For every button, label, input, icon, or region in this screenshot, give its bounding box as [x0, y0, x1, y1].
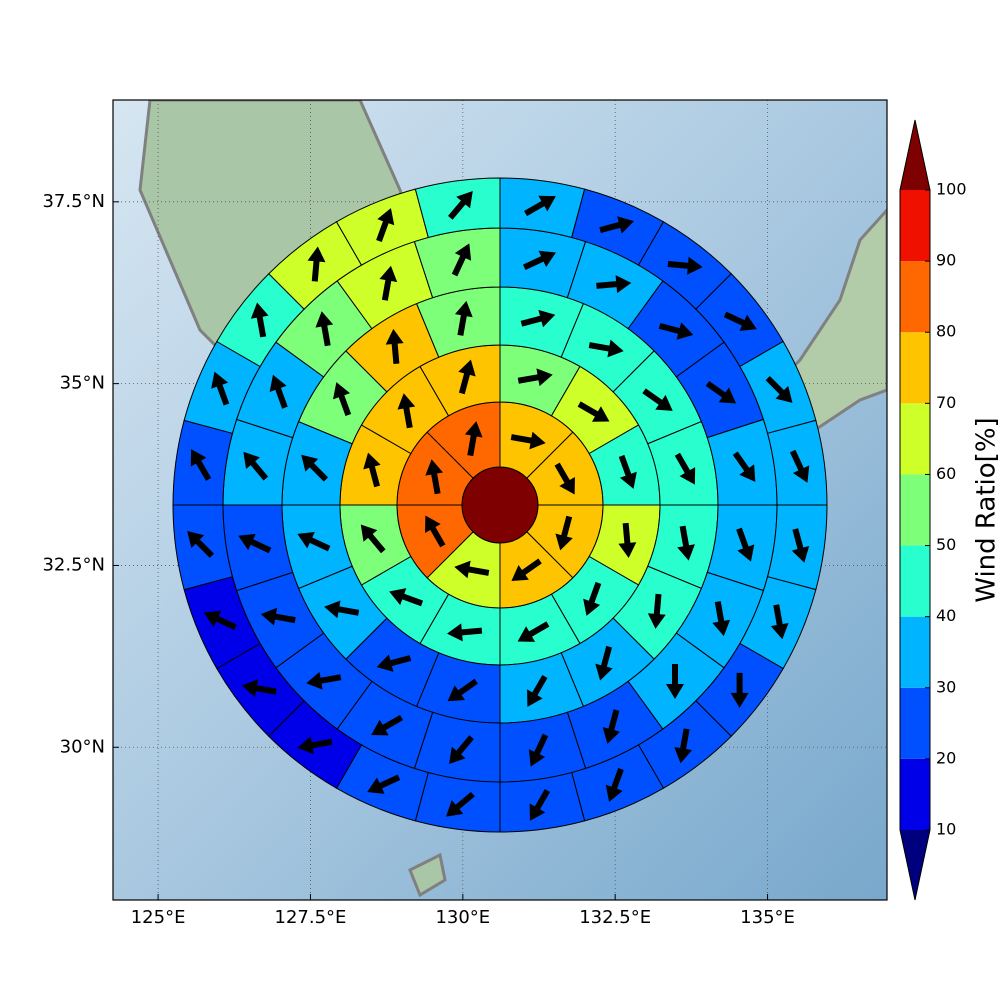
colorbar-segment [900, 759, 930, 830]
colorbar-segment [900, 546, 930, 617]
colorbar-label: Wind Ratio[%] [972, 417, 1000, 602]
y-tick-label: 32.5°N [42, 554, 105, 575]
x-tick-label: 135°E [740, 907, 795, 928]
sector [173, 420, 232, 505]
x-tick-label: 130°E [435, 907, 490, 928]
x-tick-label: 132.5°E [579, 907, 651, 928]
colorbar-segment [900, 261, 930, 332]
colorbar-segment [900, 617, 930, 688]
sector [415, 773, 500, 832]
colorbar-segment [900, 190, 930, 261]
y-tick-label: 30°N [60, 736, 105, 757]
colorbar-tick-label: 10 [936, 820, 956, 839]
colorbar-tick-label: 20 [936, 748, 956, 767]
colorbar-segment [900, 332, 930, 403]
y-tick-label: 37.5°N [42, 191, 105, 212]
x-tick-label: 125°E [131, 907, 186, 928]
sectors [173, 178, 827, 832]
colorbar-tick-label: 70 [936, 393, 956, 412]
y-tick-label: 35°N [60, 373, 105, 394]
colorbar-tick-label: 50 [936, 535, 956, 554]
colorbar-tick-label: 80 [936, 322, 956, 341]
sector [500, 178, 585, 237]
colorbar-over [900, 120, 930, 190]
colorbar-under [900, 830, 930, 900]
colorbar-tick-label: 100 [936, 180, 967, 199]
colorbar: 10 20 30 40 50 60 70 80 90 100 [900, 120, 967, 900]
colorbar-tick-label: 40 [936, 606, 956, 625]
colorbar-tick-label: 60 [936, 464, 956, 483]
colorbar-segment [900, 474, 930, 545]
colorbar-segment [900, 688, 930, 759]
colorbar-segment [900, 403, 930, 474]
colorbar-tick-label: 30 [936, 677, 956, 696]
colorbar-tick-label: 90 [936, 251, 956, 270]
x-tick-label: 127.5°E [275, 907, 347, 928]
